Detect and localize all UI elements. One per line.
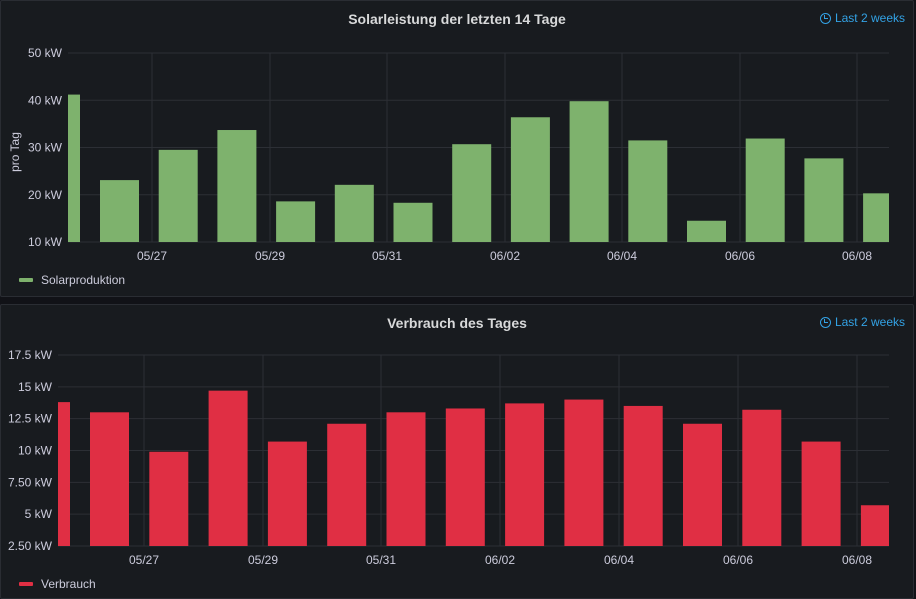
y-tick-label: 20 kW [28, 188, 63, 202]
bar [276, 201, 316, 242]
x-tick-label: 06/02 [485, 553, 515, 567]
bar [208, 390, 248, 546]
x-tick-label: 06/06 [725, 249, 755, 263]
bar [863, 193, 889, 242]
x-tick-label: 06/08 [842, 553, 872, 567]
y-tick-label: 7.50 kW [8, 475, 53, 489]
time-range-link[interactable]: Last 2 weeks [819, 315, 905, 329]
bar [217, 130, 257, 242]
bar [58, 402, 70, 546]
bar [687, 220, 726, 242]
bar [683, 423, 722, 546]
y-tick-label: 10 kW [18, 444, 53, 458]
y-tick-label: 10 kW [28, 235, 63, 249]
legend-swatch [19, 278, 33, 282]
bar [564, 399, 604, 546]
bar [745, 138, 785, 242]
panel-title[interactable]: Solarleistung der letzten 14 Tage [348, 11, 566, 27]
solar-bar-chart: 10 kW 20 kW 30 kW 40 kW 50 kW 05/27 05/29 05/31… [8, 46, 889, 263]
x-tick-label: 05/27 [137, 249, 167, 263]
x-tick-label: 05/29 [255, 249, 285, 263]
x-tick-label: 05/31 [372, 249, 402, 263]
time-range-link[interactable]: Last 2 weeks [819, 11, 905, 25]
x-tick-label: 06/02 [490, 249, 520, 263]
bar [334, 184, 374, 242]
bar [445, 408, 485, 546]
legend-label: Solarproduktion [41, 273, 126, 287]
bar [149, 451, 189, 546]
panel-title[interactable]: Verbrauch des Tages [387, 315, 527, 331]
x-tick-label: 06/04 [607, 249, 637, 263]
y-tick-label: 17.5 kW [8, 348, 53, 362]
y-tick-label: 50 kW [28, 46, 63, 60]
y-tick-label: 2.50 kW [8, 539, 53, 553]
y-axis-title: pro Tag [8, 132, 22, 172]
y-tick-label: 15 kW [18, 380, 53, 394]
consumption-panel: Verbrauch des Tages Last 2 weeks 2.50 kW… [0, 304, 914, 599]
time-range-label: Last 2 weeks [834, 11, 905, 25]
bar [386, 412, 426, 546]
x-tick-label: 06/04 [604, 553, 634, 567]
legend-item-verbrauch[interactable]: Verbrauch [19, 577, 96, 591]
consumption-bar-chart: 2.50 kW 5 kW 7.50 kW 10 kW 12.5 kW 15 kW 17.5 … [8, 348, 889, 567]
bar [804, 158, 844, 242]
bar [860, 505, 889, 546]
bar [100, 180, 139, 242]
bar [510, 117, 550, 242]
x-tick-label: 06/08 [842, 249, 872, 263]
time-range-label: Last 2 weeks [834, 315, 905, 329]
bar [801, 441, 841, 546]
bar [68, 94, 80, 242]
x-tick-label: 06/06 [723, 553, 753, 567]
bar [267, 441, 307, 546]
legend-item-solarproduktion[interactable]: Solarproduktion [19, 273, 125, 287]
x-tick-label: 05/31 [366, 553, 396, 567]
bar [158, 149, 198, 242]
bar [742, 409, 782, 546]
bar [628, 140, 668, 242]
legend-swatch [19, 582, 33, 586]
bar [452, 144, 492, 242]
clock-icon [819, 316, 831, 328]
legend-label: Verbrauch [41, 577, 96, 591]
y-tick-label: 5 kW [25, 507, 53, 521]
x-tick-label: 05/27 [129, 553, 159, 567]
bar [505, 403, 545, 546]
bar [393, 202, 433, 242]
bar [90, 412, 129, 546]
x-tick-label: 05/29 [248, 553, 278, 567]
y-tick-label: 12.5 kW [8, 412, 53, 426]
bar [569, 101, 609, 242]
solar-panel: Solarleistung der letzten 14 Tage Last 2… [0, 0, 914, 297]
y-tick-label: 40 kW [28, 93, 63, 107]
y-tick-label: 30 kW [28, 141, 63, 155]
bar [327, 423, 367, 546]
bar [623, 405, 663, 546]
clock-icon [819, 12, 831, 24]
